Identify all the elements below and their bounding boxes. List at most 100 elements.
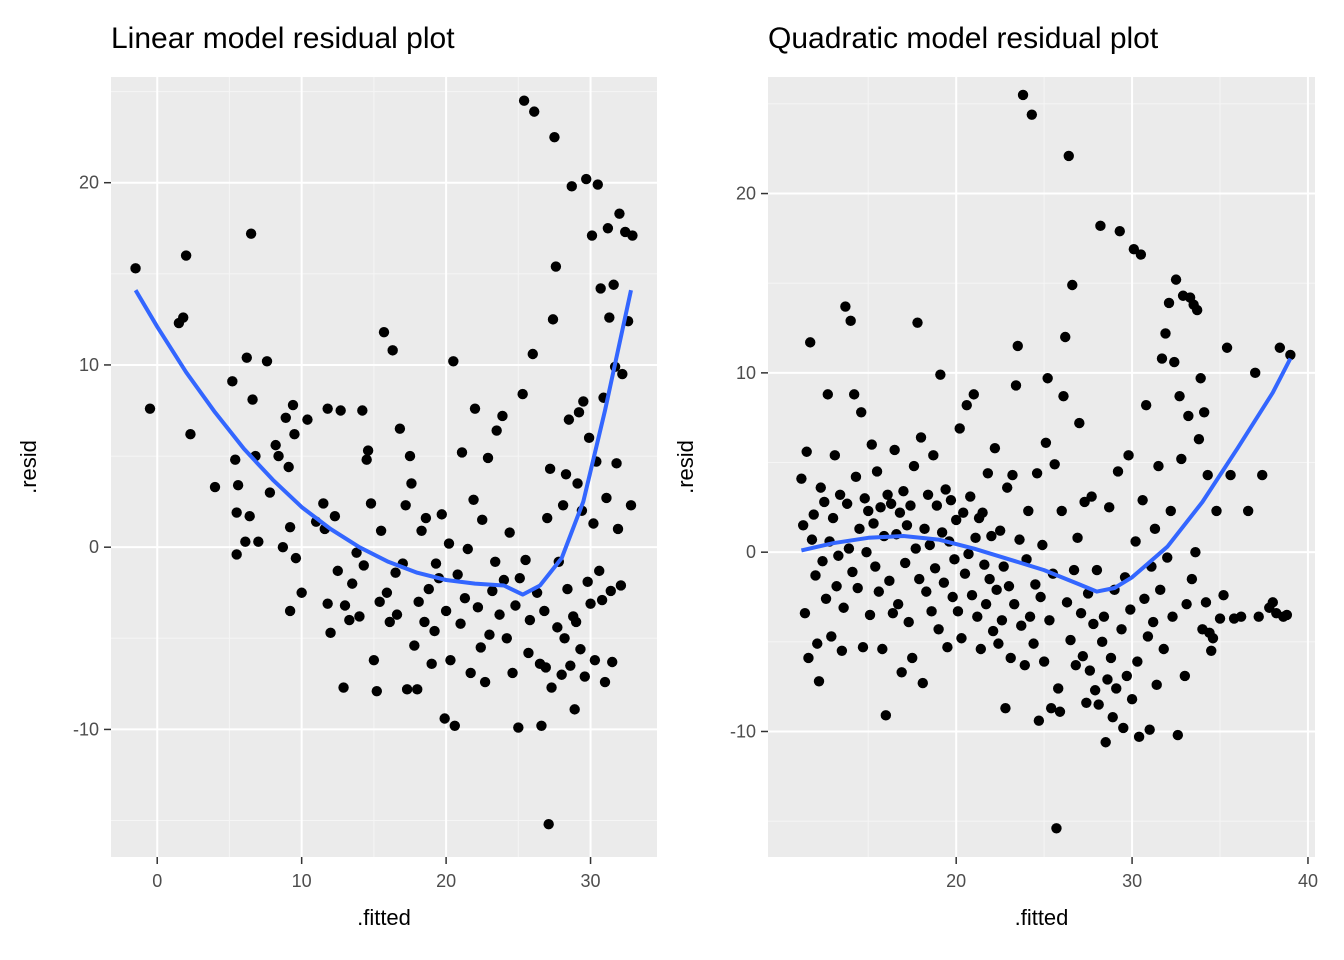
residual-point xyxy=(280,412,291,423)
residual-point xyxy=(1056,505,1067,517)
residual-point xyxy=(546,682,557,693)
residual-point xyxy=(1158,643,1169,655)
residual-point xyxy=(966,590,978,601)
residual-point xyxy=(581,173,592,185)
residual-point xyxy=(514,572,525,584)
residual-point xyxy=(850,471,862,483)
residual-point xyxy=(1107,711,1118,723)
residual-point xyxy=(296,587,307,598)
residual-point xyxy=(831,581,842,592)
residual-point xyxy=(602,223,614,234)
residual-point xyxy=(607,656,618,668)
residual-point xyxy=(339,600,351,611)
y-tick-label: -10 xyxy=(73,719,99,739)
residual-point xyxy=(625,500,637,511)
residual-point xyxy=(1179,670,1191,682)
residual-point xyxy=(443,538,455,549)
residual-point xyxy=(1156,353,1168,364)
residual-point xyxy=(822,389,834,400)
residual-point xyxy=(357,405,368,416)
residual-point xyxy=(1054,706,1066,717)
residual-point xyxy=(1005,652,1016,664)
residual-point xyxy=(1183,410,1194,422)
panel-background xyxy=(111,77,657,857)
residual-point xyxy=(968,389,979,400)
residual-point xyxy=(592,179,603,190)
residual-point xyxy=(430,558,442,569)
residual-point xyxy=(1281,609,1293,621)
residual-point xyxy=(247,394,258,405)
residual-point xyxy=(922,489,934,500)
residual-point xyxy=(1225,469,1236,481)
residual-point xyxy=(227,376,238,387)
residual-point xyxy=(1096,636,1108,648)
residual-point xyxy=(1088,618,1099,630)
residual-point xyxy=(912,317,923,328)
residual-point xyxy=(277,541,289,553)
residual-point xyxy=(1070,659,1081,671)
residual-point xyxy=(284,605,296,617)
residual-point xyxy=(482,452,494,464)
residual-point xyxy=(436,509,447,520)
residual-point xyxy=(1024,611,1036,622)
residual-point xyxy=(852,582,863,594)
residual-point xyxy=(1214,613,1226,624)
residual-point xyxy=(979,559,990,570)
residual-point xyxy=(914,573,925,585)
residual-point xyxy=(455,618,466,629)
residual-point xyxy=(993,638,1004,649)
residual-point xyxy=(570,616,582,628)
residual-point xyxy=(1095,220,1106,232)
residual-point xyxy=(579,671,590,682)
residual-point xyxy=(1045,702,1057,714)
residual-point xyxy=(261,356,273,367)
x-tick-label: 30 xyxy=(581,871,601,891)
residual-point xyxy=(504,527,515,538)
residual-point xyxy=(845,315,856,327)
residual-point xyxy=(954,423,965,434)
x-tick-label: 20 xyxy=(436,871,456,891)
residual-point xyxy=(805,337,816,348)
residual-point xyxy=(901,520,913,531)
residual-point xyxy=(1274,342,1286,353)
residual-point xyxy=(829,450,841,461)
residual-point xyxy=(439,713,450,724)
x-tick-label: 20 xyxy=(946,871,966,891)
residual-point xyxy=(1198,407,1210,418)
residual-point xyxy=(982,468,994,479)
residual-point xyxy=(462,543,473,555)
residual-point xyxy=(273,450,284,462)
residual-point xyxy=(817,555,828,567)
residual-point xyxy=(1162,552,1173,563)
residual-point xyxy=(1170,274,1182,285)
residual-point xyxy=(557,500,569,511)
residual-point xyxy=(344,614,355,626)
residual-point xyxy=(1074,417,1085,429)
residual-point xyxy=(799,607,811,619)
residual-point xyxy=(283,461,294,473)
residual-point xyxy=(1126,694,1138,705)
y-tick-label: -10 xyxy=(730,721,756,741)
residual-point xyxy=(575,644,586,655)
residual-point xyxy=(556,669,567,680)
residual-point xyxy=(573,407,585,418)
residual-point xyxy=(910,543,921,554)
residual-point xyxy=(468,494,479,506)
residual-point xyxy=(1012,340,1023,352)
residual-point xyxy=(596,594,608,606)
residual-point xyxy=(899,557,911,569)
residual-point xyxy=(578,396,589,407)
residual-point xyxy=(882,489,893,500)
residual-point xyxy=(566,181,577,192)
residual-point xyxy=(1031,468,1043,479)
residual-point xyxy=(945,494,957,506)
residual-point xyxy=(459,593,471,604)
residual-point xyxy=(1019,659,1030,671)
residual-point xyxy=(1033,715,1045,726)
residual-point xyxy=(572,478,583,489)
residual-point xyxy=(854,523,865,535)
residual-point xyxy=(1060,331,1071,343)
residual-point xyxy=(861,546,872,558)
residual-point xyxy=(959,568,971,579)
